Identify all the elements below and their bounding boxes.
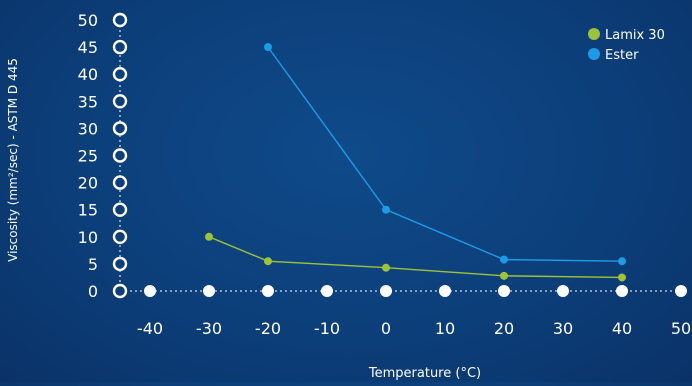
y-tick-marker — [112, 121, 128, 136]
legend-swatch — [588, 48, 600, 60]
y-tick-label: 20 — [78, 174, 98, 193]
y-tick-label: 45 — [78, 38, 98, 57]
x-tick-marker — [675, 285, 687, 297]
x-tick-label: 10 — [435, 319, 455, 338]
data-point — [205, 232, 213, 241]
x-tick-marker — [439, 285, 451, 297]
x-tick-marker — [262, 285, 274, 297]
x-tick-label: 30 — [553, 319, 573, 338]
y-tick-marker — [112, 229, 128, 245]
y-tick-marker — [112, 175, 128, 190]
x-tick-label: -40 — [137, 319, 163, 338]
y-tick-marker — [112, 12, 128, 28]
data-point — [500, 255, 508, 264]
x-axis-label: Temperature (°C) — [368, 366, 481, 381]
y-tick-marker — [112, 256, 128, 272]
legend-label: Ester — [605, 48, 639, 63]
x-tick-marker — [557, 285, 569, 297]
series-line — [208, 236, 623, 279]
y-tick-marker — [112, 66, 128, 82]
y-tick-label: 10 — [78, 228, 98, 247]
data-point — [500, 271, 508, 280]
data-point — [264, 257, 272, 266]
data-point — [264, 43, 272, 52]
y-tick-label: 40 — [78, 65, 98, 84]
x-tick-marker — [616, 285, 628, 297]
x-tick-label: -10 — [314, 319, 340, 338]
x-tick-label: 0 — [381, 319, 391, 338]
x-tick-label: 40 — [612, 319, 632, 338]
y-tick-marker — [112, 148, 128, 163]
data-point — [382, 205, 390, 214]
y-tick-label: 35 — [78, 92, 98, 111]
x-tick-label: -30 — [196, 319, 222, 338]
series-layer — [205, 43, 626, 282]
x-tick-label: 50 — [671, 319, 691, 338]
legend-label: Lamix 30 — [605, 28, 665, 43]
y-tick-marker — [112, 39, 128, 55]
x-tick-marker — [321, 285, 333, 297]
y-tick-label: 15 — [78, 201, 98, 220]
series-line — [267, 46, 623, 262]
x-tick-marker — [144, 285, 156, 297]
y-tick-label: 30 — [78, 119, 98, 138]
x-tick-marker — [203, 285, 215, 297]
axes: 0 5 10 15 20 25 30 35 40 45 50 -40 -30 -20 -10 0 10 20 30 4… — [78, 11, 692, 338]
y-tick-label: 25 — [78, 147, 98, 166]
y-tick-label: 0 — [88, 282, 98, 301]
data-point — [382, 263, 390, 272]
y-tick-marker — [112, 202, 128, 217]
y-tick-marker — [112, 94, 128, 109]
x-tick-label: -20 — [255, 319, 281, 338]
y-axis-label: Viscosity (mm²/sec) - ASTM D 445 — [6, 58, 20, 262]
legend-swatch — [588, 28, 600, 40]
data-point — [618, 257, 626, 266]
x-tick-marker — [380, 285, 392, 297]
x-tick-marker — [498, 285, 510, 297]
data-point — [618, 273, 626, 282]
y-tick-label: 50 — [78, 11, 98, 30]
x-tick-label: 20 — [494, 319, 514, 338]
y-tick-label: 5 — [88, 255, 98, 274]
legend: Lamix 30 Ester — [588, 28, 665, 63]
y-tick-marker — [112, 283, 128, 299]
